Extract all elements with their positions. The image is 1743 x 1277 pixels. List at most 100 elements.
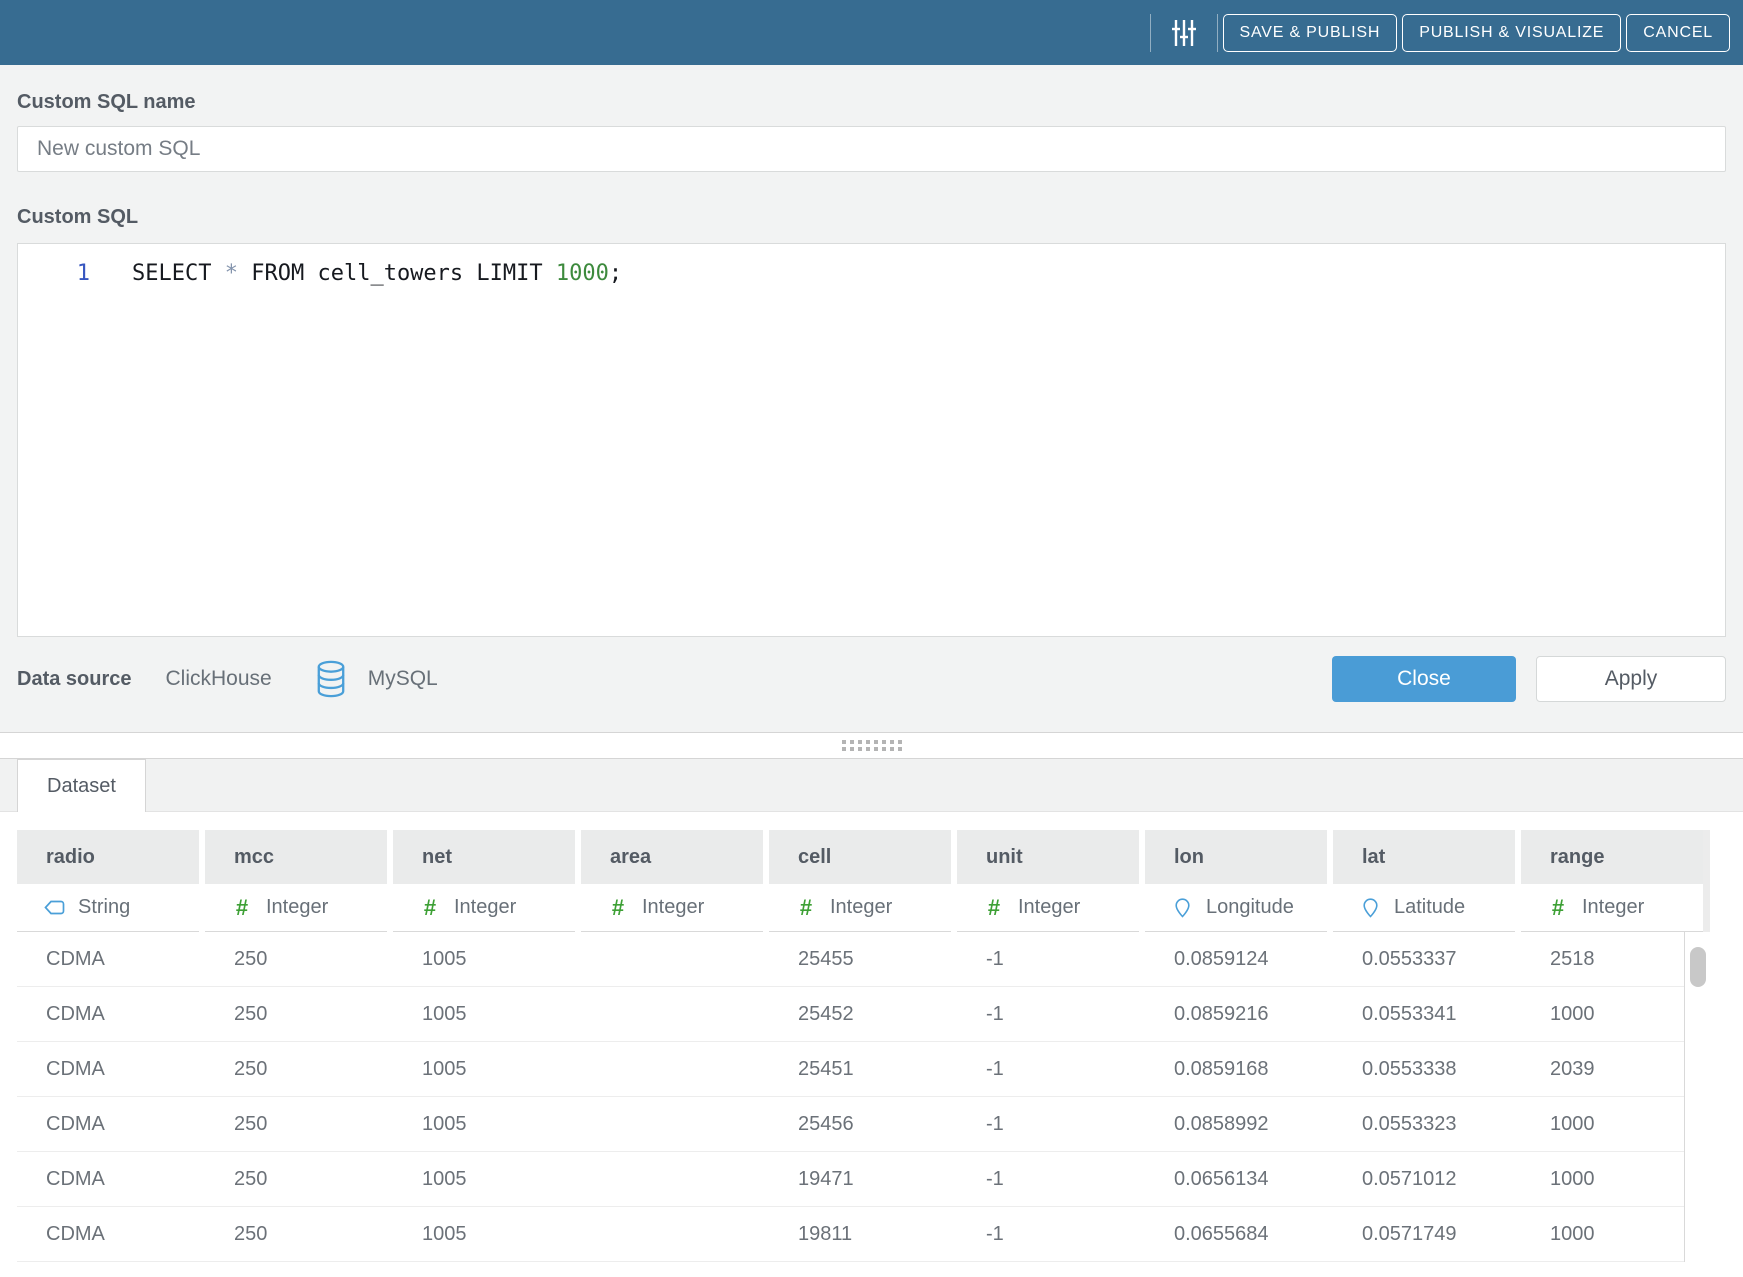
cell-unit: -1 bbox=[986, 1057, 1004, 1080]
cell-range: 2039 bbox=[1550, 1057, 1595, 1080]
dataset-preview-table: radio mcc net area cell unit lon lat range Strin… bbox=[0, 812, 1743, 1277]
cell-cell: 25451 bbox=[798, 1057, 854, 1080]
column-type-lon[interactable]: Longitude bbox=[1145, 884, 1327, 932]
vertical-scrollbar-thumb[interactable] bbox=[1690, 947, 1706, 987]
integer-type-icon: # bbox=[423, 894, 437, 920]
cell-lat: 0.0553323 bbox=[1362, 1112, 1457, 1135]
column-type-unit[interactable]: # Integer bbox=[957, 884, 1139, 932]
cell-lat: 0.0571012 bbox=[1362, 1167, 1457, 1190]
cell-radio: CDMA bbox=[46, 1167, 105, 1190]
cell-radio: CDMA bbox=[46, 1057, 105, 1080]
column-type-net[interactable]: # Integer bbox=[393, 884, 575, 932]
cell-range: 1000 bbox=[1550, 1167, 1595, 1190]
column-header-area[interactable]: area bbox=[581, 830, 763, 884]
sql-star: * bbox=[224, 261, 238, 286]
integer-type-icon: # bbox=[987, 894, 1001, 920]
cell-lon: 0.0859216 bbox=[1174, 1002, 1269, 1025]
top-bar: SAVE & PUBLISH PUBLISH & VISUALIZE CANCE… bbox=[0, 0, 1743, 65]
table-row: CDMA 250 1005 25451 -1 0.0859168 0.0553338 2039 bbox=[17, 1042, 1684, 1097]
splitter-drag-handle-icon[interactable] bbox=[841, 740, 902, 751]
integer-type-icon: # bbox=[799, 894, 813, 920]
latitude-type-icon bbox=[1359, 897, 1381, 918]
table-row: CDMA 250 1005 25452 -1 0.0859216 0.0553341 1000 bbox=[17, 987, 1684, 1042]
column-header-lon[interactable]: lon bbox=[1145, 830, 1327, 884]
save-and-publish-button[interactable]: SAVE & PUBLISH bbox=[1222, 13, 1398, 52]
column-type-lat[interactable]: Latitude bbox=[1333, 884, 1515, 932]
cell-range: 2518 bbox=[1550, 947, 1595, 970]
cell-net: 1005 bbox=[422, 1112, 467, 1135]
sql-number: 1000 bbox=[555, 261, 609, 286]
column-header-cell[interactable]: cell bbox=[769, 830, 951, 884]
cell-unit: -1 bbox=[986, 1167, 1004, 1190]
cell-radio: CDMA bbox=[46, 1222, 105, 1245]
cancel-button[interactable]: CANCEL bbox=[1626, 13, 1730, 52]
table-type-row: String # Integer # Integer # Integer # Integer # I… bbox=[17, 884, 1726, 932]
cell-unit: -1 bbox=[986, 1002, 1004, 1025]
column-type-radio[interactable]: String bbox=[17, 884, 199, 932]
cell-lon: 0.0655684 bbox=[1174, 1222, 1269, 1245]
close-button[interactable]: Close bbox=[1332, 656, 1516, 702]
sql-table-name: cell_towers bbox=[317, 261, 464, 286]
table-rows-viewport: CDMA 250 1005 25455 -1 0.0859124 0.0553337 2518… bbox=[17, 932, 1685, 1262]
column-type-label: Integer bbox=[454, 896, 517, 918]
data-source-name: ClickHouse bbox=[165, 667, 272, 690]
cell-lon: 0.0859124 bbox=[1174, 947, 1269, 970]
cell-unit: -1 bbox=[986, 1222, 1004, 1245]
cell-range: 1000 bbox=[1550, 1112, 1595, 1135]
column-type-cell[interactable]: # Integer bbox=[769, 884, 951, 932]
column-header-mcc[interactable]: mcc bbox=[205, 830, 387, 884]
cell-mcc: 250 bbox=[234, 1002, 268, 1025]
column-type-label: Integer bbox=[266, 896, 329, 918]
longitude-type-icon bbox=[1171, 897, 1193, 918]
column-header-unit[interactable]: unit bbox=[957, 830, 1139, 884]
column-header-range[interactable]: range bbox=[1521, 830, 1703, 884]
table-row: CDMA 250 1005 25456 -1 0.0858992 0.0553323 1000 bbox=[17, 1097, 1684, 1152]
database-icon bbox=[316, 660, 346, 698]
integer-type-icon: # bbox=[235, 894, 249, 920]
next-column-sliver bbox=[1703, 830, 1710, 932]
cell-net: 1005 bbox=[422, 1002, 467, 1025]
sliders-icon[interactable] bbox=[1151, 14, 1217, 52]
cell-net: 1005 bbox=[422, 1057, 467, 1080]
cell-net: 1005 bbox=[422, 947, 467, 970]
column-type-label: Integer bbox=[642, 896, 705, 918]
panel-splitter bbox=[0, 732, 1743, 758]
custom-sql-name-input[interactable] bbox=[17, 126, 1726, 172]
divider bbox=[1149, 13, 1151, 52]
cell-mcc: 250 bbox=[234, 1112, 268, 1135]
column-type-label: Integer bbox=[830, 896, 893, 918]
column-type-label: String bbox=[78, 896, 131, 918]
cell-mcc: 250 bbox=[234, 1057, 268, 1080]
data-source-row: Data source ClickHouse MySQL Close Apply bbox=[17, 656, 1726, 702]
tab-dataset[interactable]: Dataset bbox=[17, 759, 146, 812]
cell-radio: CDMA bbox=[46, 1002, 105, 1025]
column-type-mcc[interactable]: # Integer bbox=[205, 884, 387, 932]
cell-mcc: 250 bbox=[234, 1167, 268, 1190]
column-type-label: Longitude bbox=[1206, 896, 1294, 918]
cell-net: 1005 bbox=[422, 1167, 467, 1190]
cell-radio: CDMA bbox=[46, 1112, 105, 1135]
table-row: CDMA 250 1005 19811 -1 0.0655684 0.0571749 1000 bbox=[17, 1207, 1684, 1262]
cell-lat: 0.0553341 bbox=[1362, 1002, 1457, 1025]
cell-cell: 19811 bbox=[798, 1222, 853, 1245]
cell-lon: 0.0656134 bbox=[1174, 1167, 1269, 1190]
column-header-net[interactable]: net bbox=[393, 830, 575, 884]
data-source-label: Data source bbox=[17, 667, 132, 690]
table-row: CDMA 250 1005 25455 -1 0.0859124 0.0553337 2518 bbox=[17, 932, 1684, 987]
custom-sql-name-label: Custom SQL name bbox=[17, 91, 196, 113]
column-type-range[interactable]: # Integer bbox=[1521, 884, 1703, 932]
column-header-radio[interactable]: radio bbox=[17, 830, 199, 884]
column-type-area[interactable]: # Integer bbox=[581, 884, 763, 932]
sql-keyword: LIMIT bbox=[476, 261, 543, 286]
column-type-label: Integer bbox=[1018, 896, 1081, 918]
cell-range: 1000 bbox=[1550, 1002, 1595, 1025]
line-number: 1 bbox=[76, 261, 90, 286]
apply-button[interactable]: Apply bbox=[1536, 656, 1726, 702]
cell-range: 1000 bbox=[1550, 1222, 1595, 1245]
cell-lat: 0.0571749 bbox=[1362, 1222, 1457, 1245]
sql-code-editor[interactable]: 1 SELECT * FROM cell_towers LIMIT 1000; bbox=[17, 243, 1726, 637]
sql-statement: SELECT * FROM cell_towers LIMIT 1000; bbox=[90, 259, 622, 289]
publish-and-visualize-button[interactable]: PUBLISH & VISUALIZE bbox=[1402, 13, 1622, 52]
column-header-lat[interactable]: lat bbox=[1333, 830, 1515, 884]
cell-lat: 0.0553338 bbox=[1362, 1057, 1457, 1080]
